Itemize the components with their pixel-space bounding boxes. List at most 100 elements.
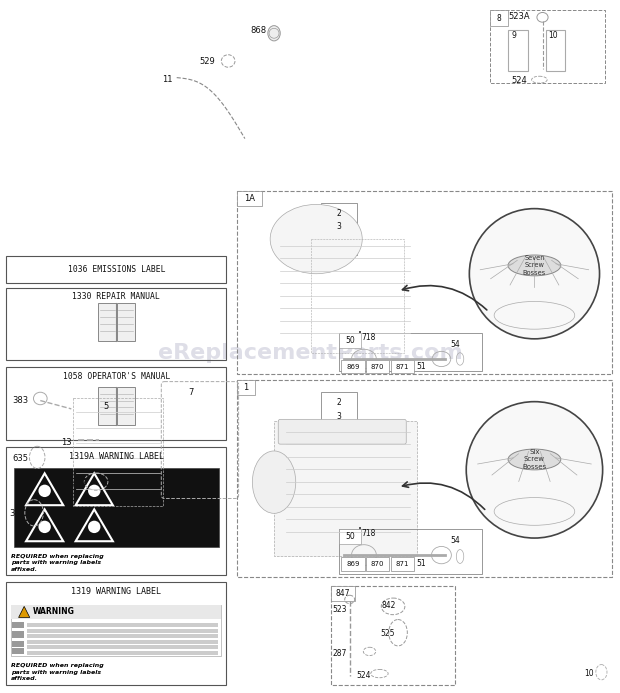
Bar (391, 360, 414, 373)
Bar (359, 527, 361, 539)
Ellipse shape (508, 255, 560, 276)
Bar (98, 387, 115, 425)
Text: 10: 10 (549, 31, 559, 40)
Text: 1330 REPAIR MANUAL: 1330 REPAIR MANUAL (73, 292, 160, 301)
Text: 51: 51 (417, 559, 427, 568)
Bar (6, 582, 226, 685)
Text: 635: 635 (12, 454, 29, 463)
Bar (490, 10, 604, 83)
Text: 847: 847 (335, 589, 350, 597)
Text: 9: 9 (512, 31, 516, 40)
Bar (237, 380, 612, 577)
FancyBboxPatch shape (278, 419, 406, 444)
Text: 869: 869 (346, 561, 360, 567)
Text: 525: 525 (381, 629, 395, 638)
Text: 1058 OPERATOR'S MANUAL: 1058 OPERATOR'S MANUAL (63, 372, 170, 381)
Text: 1319A WARNING LABEL: 1319A WARNING LABEL (69, 452, 164, 461)
Ellipse shape (252, 451, 296, 514)
Bar (6, 367, 226, 440)
Text: 3: 3 (336, 412, 341, 421)
Bar (359, 331, 361, 343)
Bar (490, 10, 508, 26)
Bar (341, 360, 365, 373)
Text: 1319 WARNING LABEL: 1319 WARNING LABEL (71, 587, 161, 596)
Circle shape (38, 520, 51, 533)
Text: 362: 362 (9, 509, 25, 518)
Text: 51: 51 (417, 362, 427, 371)
Bar (6, 447, 226, 575)
Bar (117, 387, 135, 425)
Text: 50: 50 (345, 532, 355, 541)
Bar (12, 622, 24, 628)
Text: 5: 5 (103, 402, 108, 411)
Text: 2: 2 (336, 209, 341, 218)
Text: 287: 287 (332, 649, 347, 658)
Text: eReplacementParts.com: eReplacementParts.com (157, 344, 463, 363)
Text: 871: 871 (396, 561, 409, 567)
Bar (331, 586, 455, 685)
Bar (12, 641, 24, 647)
Text: 870: 870 (371, 561, 384, 567)
Bar (274, 421, 417, 556)
Bar (366, 360, 389, 373)
Text: 8: 8 (497, 14, 502, 22)
Text: 1A: 1A (244, 194, 255, 202)
Text: 1: 1 (244, 383, 249, 392)
Bar (12, 631, 24, 638)
Text: 10: 10 (584, 669, 594, 678)
Ellipse shape (508, 449, 560, 470)
Bar (339, 529, 482, 574)
Bar (339, 529, 361, 544)
Polygon shape (19, 606, 30, 617)
Bar (366, 557, 389, 571)
Text: 871: 871 (396, 364, 409, 369)
Bar (98, 303, 115, 341)
Text: 383: 383 (12, 396, 29, 405)
Bar (339, 333, 482, 371)
Bar (11, 605, 221, 619)
Text: 842: 842 (382, 601, 396, 610)
Bar (546, 30, 565, 71)
Text: 523A: 523A (508, 12, 530, 21)
Text: 718: 718 (361, 529, 375, 538)
Bar (117, 303, 135, 341)
Text: 50: 50 (345, 336, 355, 344)
Bar (339, 333, 361, 348)
Bar (11, 605, 221, 656)
Text: 1036 EMISSIONS LABEL: 1036 EMISSIONS LABEL (68, 265, 165, 274)
Text: 524: 524 (356, 671, 370, 680)
Text: 868: 868 (250, 26, 267, 35)
Bar (27, 640, 218, 644)
Bar (27, 634, 218, 638)
Bar (331, 586, 355, 601)
Text: 869: 869 (346, 364, 360, 369)
Ellipse shape (270, 204, 362, 274)
Text: 54: 54 (451, 340, 461, 349)
Bar (237, 191, 612, 374)
Text: 7: 7 (188, 388, 193, 397)
Bar (27, 651, 218, 655)
Text: REQUIRED when replacing
parts with warning labels
affixed.: REQUIRED when replacing parts with warni… (11, 554, 104, 572)
Text: 718: 718 (361, 333, 375, 342)
Bar (341, 557, 365, 571)
Text: Six
Screw
Bosses: Six Screw Bosses (523, 449, 546, 470)
Bar (14, 468, 219, 547)
Text: 13: 13 (61, 438, 71, 447)
Text: 3: 3 (336, 222, 341, 231)
Bar (237, 380, 255, 395)
Bar (27, 623, 218, 627)
Bar (391, 557, 414, 571)
Text: 54: 54 (451, 536, 461, 545)
Circle shape (88, 484, 100, 497)
Text: 870: 870 (371, 364, 384, 369)
Text: 11: 11 (162, 75, 172, 84)
Circle shape (38, 484, 51, 497)
Text: 337: 337 (71, 478, 87, 487)
Bar (12, 648, 24, 654)
Bar (321, 203, 356, 255)
Text: 529: 529 (200, 57, 215, 66)
Bar (27, 629, 218, 633)
Bar (27, 645, 218, 649)
Bar (6, 256, 226, 283)
Text: 523: 523 (332, 605, 347, 614)
